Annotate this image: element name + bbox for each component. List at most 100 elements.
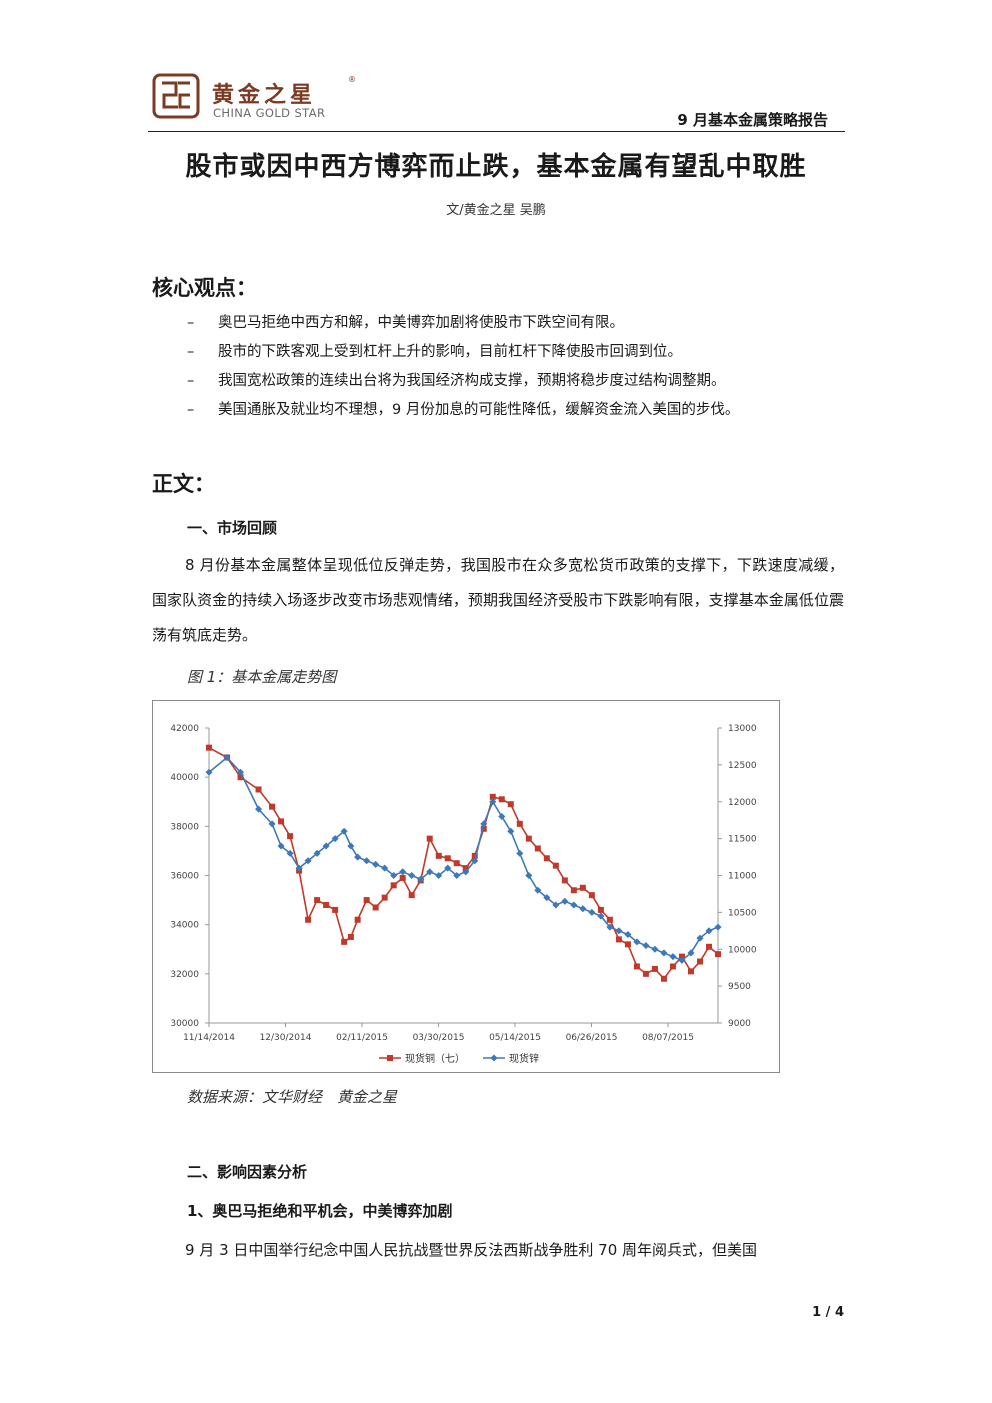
data-point bbox=[381, 894, 388, 901]
list-item-text: 奥巴马拒绝中西方和解，中美博弈加剧将使股市下跌空间有限。 bbox=[218, 315, 624, 331]
data-point bbox=[277, 842, 285, 850]
data-point bbox=[399, 874, 406, 881]
data-point bbox=[588, 908, 596, 916]
data-point bbox=[332, 906, 339, 913]
list-item: – 股市的下跌客观上受到杠杆上升的影响，目前杠杆下降使股市回调到位。 bbox=[187, 342, 847, 371]
data-point bbox=[579, 905, 587, 913]
y-tick-label-right: 9500 bbox=[728, 982, 751, 992]
legend-label: 现货锌 bbox=[509, 1052, 539, 1065]
data-point bbox=[543, 855, 550, 862]
series-line bbox=[208, 756, 719, 962]
data-point bbox=[633, 938, 641, 946]
data-point bbox=[651, 945, 659, 953]
data-point bbox=[347, 842, 355, 850]
data-point bbox=[417, 875, 425, 883]
x-tick-label: 05/14/2015 bbox=[489, 1033, 541, 1043]
figure-caption: 图 1：基本金属走势图 bbox=[187, 668, 337, 686]
line-chart: 30000 32000 34000 36000 38000 40000 42000 9000 9… bbox=[170, 724, 757, 1065]
data-point bbox=[534, 886, 542, 894]
data-point bbox=[341, 938, 348, 945]
data-point bbox=[606, 923, 614, 931]
data-point bbox=[268, 820, 276, 828]
data-point bbox=[507, 801, 514, 808]
y-tick-label-left: 42000 bbox=[170, 724, 199, 734]
data-point bbox=[381, 864, 389, 872]
bullet-marker: – bbox=[187, 315, 195, 331]
y-tick-label-right: 12500 bbox=[728, 761, 757, 771]
body-heading: 正文： bbox=[152, 472, 215, 496]
data-point bbox=[354, 853, 362, 861]
y-tick-label-right: 10000 bbox=[728, 945, 757, 955]
header-divider bbox=[148, 131, 845, 132]
data-point bbox=[322, 842, 330, 850]
data-point bbox=[498, 796, 505, 803]
x-tick-label: 03/30/2015 bbox=[413, 1033, 465, 1043]
data-point bbox=[660, 949, 668, 957]
data-point bbox=[696, 934, 704, 942]
data-point bbox=[678, 956, 686, 964]
page-number: 1 / 4 bbox=[812, 1305, 844, 1320]
data-point bbox=[314, 897, 321, 904]
data-point bbox=[552, 862, 559, 869]
data-point bbox=[453, 871, 461, 880]
data-point bbox=[435, 871, 443, 880]
paragraph: 9 月 3 日中国举行纪念中国人民抗战暨世界反法西斯战争胜利 70 周年阅兵式，… bbox=[185, 1241, 758, 1259]
data-point bbox=[525, 835, 532, 842]
data-point bbox=[340, 827, 348, 835]
data-point bbox=[624, 930, 632, 939]
data-point bbox=[237, 774, 244, 781]
y-tick-label-right: 13000 bbox=[728, 724, 757, 734]
data-point bbox=[269, 803, 276, 810]
source-note: 数据来源：文华财经 黄金之星 bbox=[187, 1088, 398, 1106]
data-point bbox=[435, 852, 442, 859]
data-point bbox=[462, 865, 469, 872]
registered-mark: ® bbox=[348, 75, 356, 84]
y-tick-label-right: 11500 bbox=[728, 835, 757, 845]
bullet-marker: – bbox=[187, 402, 195, 418]
data-point bbox=[372, 860, 380, 868]
data-point bbox=[255, 786, 262, 793]
data-point bbox=[516, 849, 524, 857]
data-point bbox=[363, 897, 370, 904]
data-point bbox=[408, 871, 416, 880]
data-point bbox=[223, 753, 231, 762]
data-point bbox=[426, 835, 433, 842]
data-point bbox=[363, 857, 371, 865]
data-point bbox=[552, 901, 560, 909]
x-tick-label: 02/11/2015 bbox=[336, 1033, 388, 1043]
data-point bbox=[669, 963, 676, 970]
data-point bbox=[588, 892, 595, 899]
data-point bbox=[525, 871, 533, 880]
data-point bbox=[615, 936, 622, 943]
data-point bbox=[287, 833, 294, 840]
data-point bbox=[304, 857, 312, 865]
data-point bbox=[705, 927, 713, 935]
logo-chinese-name: 黄金之星 bbox=[212, 83, 317, 108]
y-tick-label-left: 38000 bbox=[170, 822, 199, 832]
data-point bbox=[714, 923, 722, 931]
data-point bbox=[597, 906, 604, 913]
company-logo: 黄金之星 ® CHINA GOLD STAR bbox=[152, 73, 356, 123]
data-point bbox=[696, 958, 703, 965]
y-tick-label-right: 11000 bbox=[728, 872, 757, 882]
bullet-marker: – bbox=[187, 373, 195, 389]
y-tick-label-left: 34000 bbox=[170, 921, 199, 931]
data-point bbox=[687, 949, 695, 957]
subsection-title: 1、奥巴马拒绝和平机会，中美博弈加剧 bbox=[187, 1202, 453, 1220]
legend-marker bbox=[387, 1055, 393, 1061]
list-item-text: 我国宽松政策的连续出台将为我国经济构成支撑，预期将稳步度过结构调整期。 bbox=[218, 373, 726, 389]
data-point bbox=[354, 916, 361, 923]
report-name: 9 月基本金属策略报告 bbox=[677, 111, 828, 129]
data-point bbox=[624, 941, 631, 948]
data-point bbox=[323, 902, 330, 908]
page-title: 股市或因中西方博弈而止跌，基本金属有望乱中取胜 bbox=[185, 152, 807, 182]
data-point bbox=[642, 970, 649, 977]
list-item: – 奥巴马拒绝中西方和解，中美博弈加剧将使股市下跌空间有限。 bbox=[187, 313, 847, 342]
list-item: – 我国宽松政策的连续出台将为我国经济构成支撑，预期将稳步度过结构调整期。 bbox=[187, 371, 847, 400]
data-point bbox=[426, 868, 434, 876]
section-title: 二、影响因素分析 bbox=[187, 1163, 308, 1181]
data-point bbox=[570, 901, 578, 909]
data-point bbox=[678, 953, 685, 960]
data-point bbox=[471, 852, 478, 859]
list-item-text: 美国通胀及就业均不理想，9 月份加息的可能性降低，缓解资金流入美国的步伐。 bbox=[218, 402, 740, 418]
